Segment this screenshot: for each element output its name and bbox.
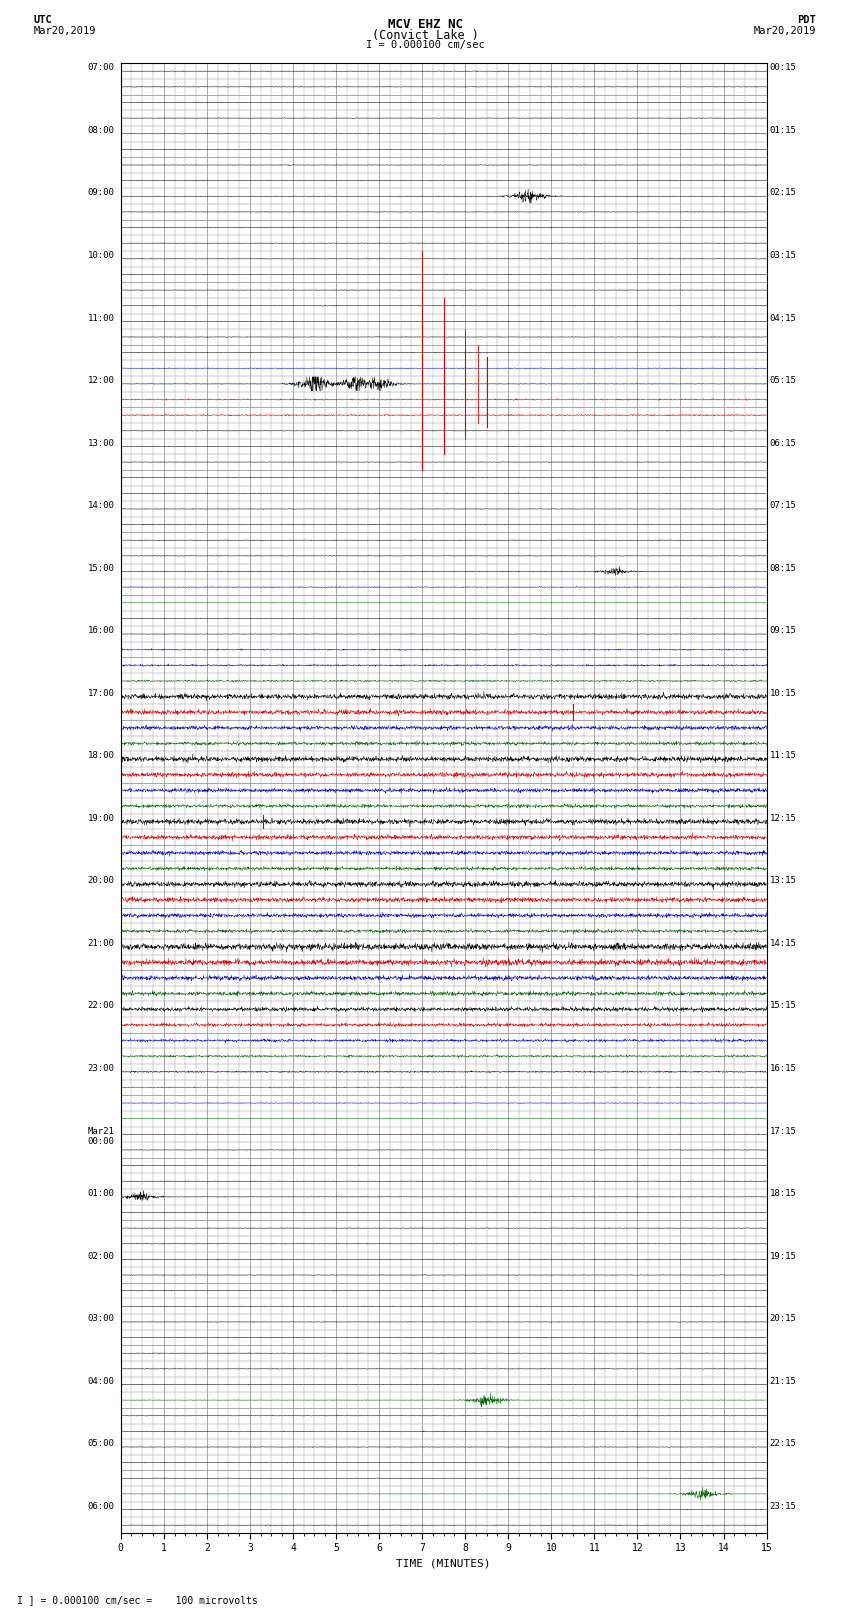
- Text: 07:15: 07:15: [770, 502, 796, 510]
- Text: 08:00: 08:00: [88, 126, 114, 135]
- Text: 17:00: 17:00: [88, 689, 114, 698]
- Text: 17:15: 17:15: [770, 1126, 796, 1136]
- Text: 10:00: 10:00: [88, 252, 114, 260]
- Text: 18:15: 18:15: [770, 1189, 796, 1198]
- Text: 06:00: 06:00: [88, 1502, 114, 1511]
- Text: 20:15: 20:15: [770, 1315, 796, 1323]
- Text: 05:00: 05:00: [88, 1439, 114, 1448]
- Text: 13:15: 13:15: [770, 876, 796, 886]
- Text: 14:15: 14:15: [770, 939, 796, 948]
- Text: 12:15: 12:15: [770, 815, 796, 823]
- Text: 19:15: 19:15: [770, 1252, 796, 1261]
- Text: 07:00: 07:00: [88, 63, 114, 73]
- Text: 03:15: 03:15: [770, 252, 796, 260]
- Text: Mar20,2019: Mar20,2019: [753, 26, 816, 35]
- Text: I = 0.000100 cm/sec: I = 0.000100 cm/sec: [366, 40, 484, 50]
- Text: 11:15: 11:15: [770, 752, 796, 760]
- Text: 01:00: 01:00: [88, 1189, 114, 1198]
- Text: 23:15: 23:15: [770, 1502, 796, 1511]
- Text: UTC: UTC: [34, 15, 53, 24]
- Text: 22:00: 22:00: [88, 1002, 114, 1010]
- Text: 02:00: 02:00: [88, 1252, 114, 1261]
- Text: 21:00: 21:00: [88, 939, 114, 948]
- Text: Mar20,2019: Mar20,2019: [34, 26, 97, 35]
- Text: 20:00: 20:00: [88, 876, 114, 886]
- Text: 19:00: 19:00: [88, 815, 114, 823]
- Text: 10:15: 10:15: [770, 689, 796, 698]
- Text: 11:00: 11:00: [88, 313, 114, 323]
- Text: (Convict Lake ): (Convict Lake ): [371, 29, 479, 42]
- Text: 01:15: 01:15: [770, 126, 796, 135]
- Text: 18:00: 18:00: [88, 752, 114, 760]
- Text: 15:00: 15:00: [88, 563, 114, 573]
- Text: 00:15: 00:15: [770, 63, 796, 73]
- Text: 02:15: 02:15: [770, 189, 796, 197]
- Text: 23:00: 23:00: [88, 1065, 114, 1073]
- Text: MCV EHZ NC: MCV EHZ NC: [388, 18, 462, 31]
- Text: 05:15: 05:15: [770, 376, 796, 386]
- Text: 09:00: 09:00: [88, 189, 114, 197]
- Text: 21:15: 21:15: [770, 1376, 796, 1386]
- Text: PDT: PDT: [797, 15, 816, 24]
- Text: 13:00: 13:00: [88, 439, 114, 448]
- Text: Mar21
00:00: Mar21 00:00: [88, 1126, 114, 1145]
- Text: 15:15: 15:15: [770, 1002, 796, 1010]
- Text: 04:15: 04:15: [770, 313, 796, 323]
- Text: 04:00: 04:00: [88, 1376, 114, 1386]
- Text: I ] = 0.000100 cm/sec =    100 microvolts: I ] = 0.000100 cm/sec = 100 microvolts: [17, 1595, 258, 1605]
- Text: 16:15: 16:15: [770, 1065, 796, 1073]
- X-axis label: TIME (MINUTES): TIME (MINUTES): [396, 1560, 491, 1569]
- Text: 08:15: 08:15: [770, 563, 796, 573]
- Text: 16:00: 16:00: [88, 626, 114, 636]
- Text: 12:00: 12:00: [88, 376, 114, 386]
- Text: 03:00: 03:00: [88, 1315, 114, 1323]
- Text: 06:15: 06:15: [770, 439, 796, 448]
- Text: 14:00: 14:00: [88, 502, 114, 510]
- Text: 22:15: 22:15: [770, 1439, 796, 1448]
- Text: 09:15: 09:15: [770, 626, 796, 636]
